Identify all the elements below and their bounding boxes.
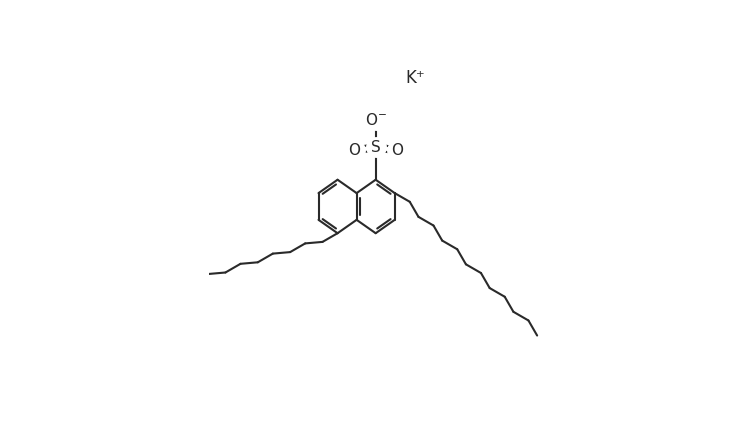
Text: K⁺: K⁺ [405, 69, 425, 87]
Text: O: O [349, 143, 361, 158]
Text: S: S [371, 140, 380, 155]
Text: O: O [391, 143, 402, 158]
Text: O$^{-}$: O$^{-}$ [365, 112, 386, 128]
